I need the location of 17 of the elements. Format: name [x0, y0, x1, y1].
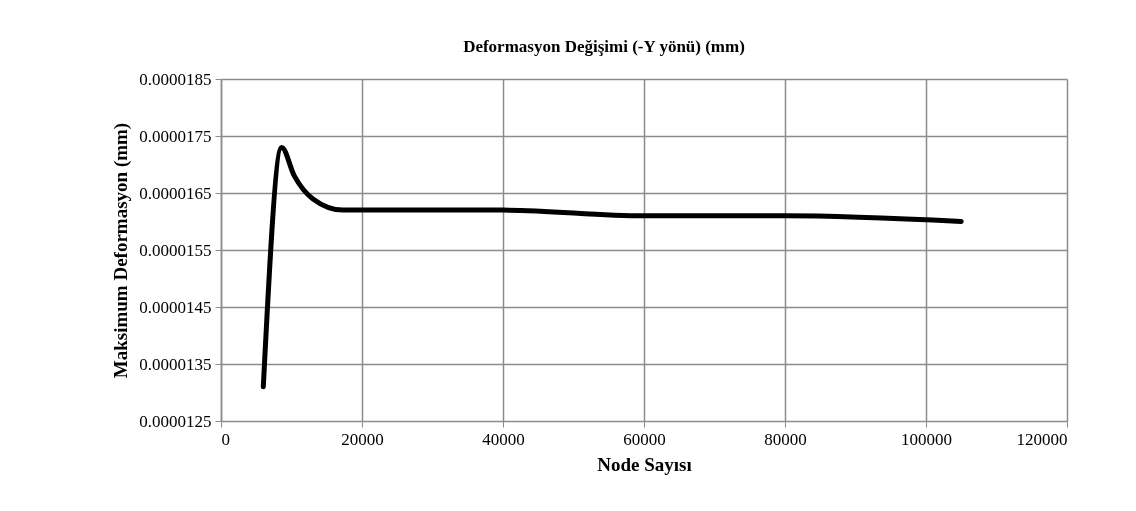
y-tick-label: 0.0000155: [139, 240, 212, 260]
y-tick-label: 0.0000185: [139, 69, 212, 89]
y-axis-title: Maksimum Deformasyon (mm): [110, 122, 133, 379]
y-tick-label: 0.0000135: [139, 354, 212, 374]
x-tick-label: 120000: [1016, 429, 1068, 449]
x-tick-label: 20000: [341, 429, 384, 449]
y-tick-label: 0.0000145: [139, 297, 212, 317]
y-tick-label: 0.0000125: [139, 411, 212, 431]
chart-title: Deformasyon Değişimi (-Y yönü) (mm): [463, 37, 745, 56]
y-tick-label: 0.0000175: [139, 126, 212, 146]
x-tick-label: 80000: [764, 429, 807, 449]
x-axis-title: Node Sayısı: [597, 453, 692, 475]
y-tick-label: 0.0000165: [139, 183, 212, 203]
x-tick-label: 0: [221, 429, 230, 449]
x-tick-label: 40000: [482, 429, 525, 449]
x-tick-label: 100000: [901, 429, 952, 449]
x-tick-label: 60000: [623, 429, 666, 449]
